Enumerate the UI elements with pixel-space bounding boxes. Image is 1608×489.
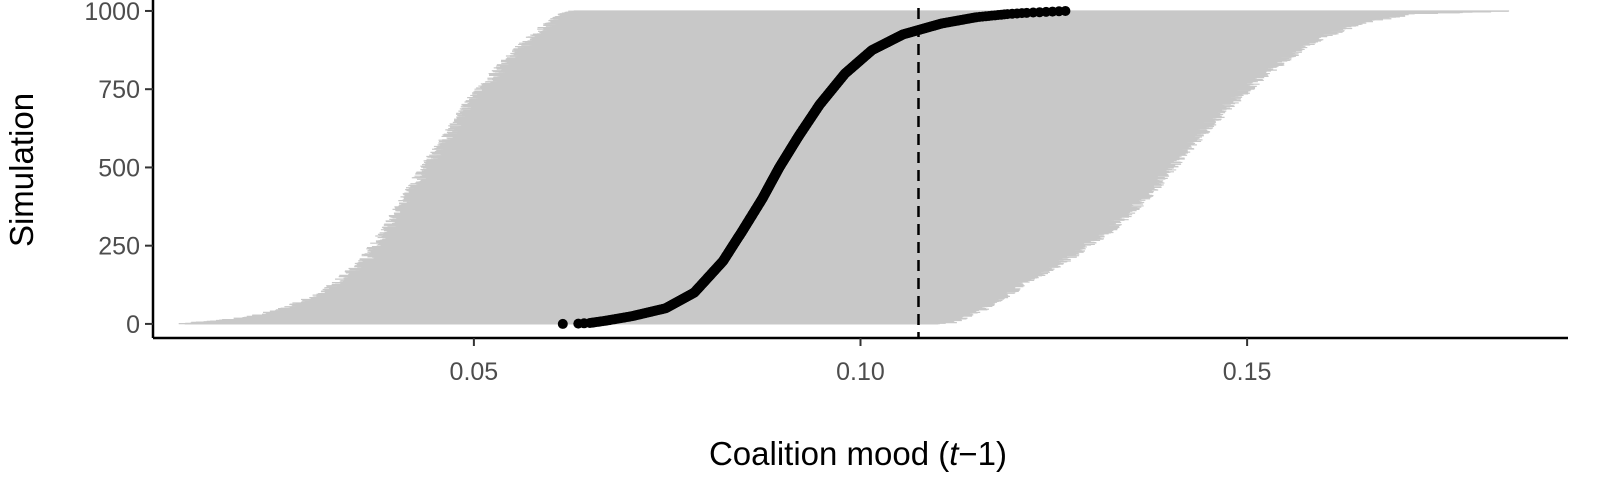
y-tick-label: 250: [98, 233, 140, 261]
x-axis-title-italic: t: [949, 435, 960, 472]
y-tick-label: 750: [98, 76, 140, 104]
y-axis-title: Simulation: [3, 93, 40, 247]
x-axis-title: Coalition mood (t−1): [709, 435, 1007, 472]
interval-bars: [178, 10, 1510, 325]
x-axis-ticks: 0.05 0.10 0.15: [450, 338, 1272, 386]
x-tick-label: 0.15: [1223, 358, 1272, 386]
point-estimates: [557, 5, 1071, 329]
y-tick-label: 500: [98, 154, 140, 182]
x-tick-label: 0.05: [450, 358, 499, 386]
x-tick-label: 0.10: [836, 358, 885, 386]
x-axis-title-suffix: −1): [958, 435, 1007, 472]
y-axis-ticks: 0 250 500 750 1000: [84, 0, 153, 339]
y-tick-label: 0: [126, 311, 140, 339]
y-tick-label: 1000: [84, 0, 140, 26]
point-estimate: [1060, 5, 1071, 16]
x-axis-title-prefix: Coalition mood (: [709, 435, 949, 472]
point-estimate: [557, 318, 568, 329]
